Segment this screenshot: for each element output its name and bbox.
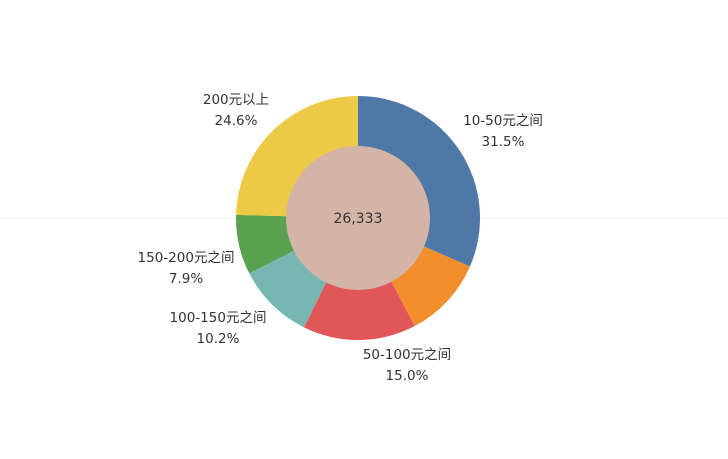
slice-label-3: 150-200元之间 [138,250,235,266]
slice-value-label-0: 31.5% [482,134,525,150]
center-disc [286,146,430,290]
slice-value-label-1: 15.0% [386,368,429,384]
slice-label-4: 200元以上 [203,92,269,108]
slice-label-2: 100-150元之间 [170,310,267,326]
slice-label-0: 10-50元之间 [463,113,543,129]
slice-value-label-4: 24.6% [215,113,258,129]
slice-value-label-3: 7.9% [169,271,203,287]
labels-group: 10-50元之间 31.5% 50-100元之间 15.0% 100-150元之间 10.… [138,92,543,384]
slice-value-label-2: 10.2% [197,331,240,347]
slice-label-1: 50-100元之间 [363,347,451,363]
center-total-label: 26,333 [334,211,383,227]
